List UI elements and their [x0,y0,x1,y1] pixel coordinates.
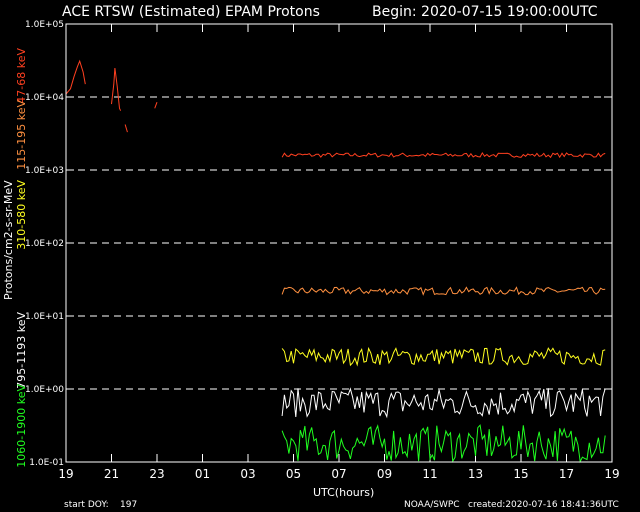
created-label: created:2020-07-16 18:41:36UTC [468,500,619,510]
y-tick-label: 1.0E+04 [25,93,64,103]
x-tick-label: 07 [331,467,346,481]
start-doy-label: start DOY: [64,500,109,510]
chart-begin: Begin: 2020-07-15 19:00:00UTC [372,4,598,20]
series-label: 115-195 keV [15,100,28,170]
series-label: 310-580 keV [15,180,28,250]
x-tick-label: 19 [58,467,73,481]
x-tick-label: 05 [286,467,301,481]
x-tick-label: 11 [422,467,437,481]
y-tick-label: 1.0E+03 [25,166,64,176]
x-tick-label: 23 [149,467,164,481]
y-tick-label: 1.0E+05 [25,20,64,30]
y-tick-label: 1.0E-01 [29,458,64,468]
series-fragment [124,124,128,133]
x-tick-label: 03 [240,467,255,481]
series-line [281,151,606,159]
source-label: NOAA/SWPC [404,500,460,510]
series-line [281,286,606,296]
series-lines [65,59,606,464]
y-tick-label: 1.0E+02 [25,239,64,249]
y-axis-label: Protons/cm2-s-sr-MeV [2,180,15,300]
chart-title: ACE RTSW (Estimated) EPAM Protons [62,4,320,20]
x-tick-label: 01 [195,467,210,481]
series-fragment [154,101,158,109]
x-tick-label: 19 [604,467,619,481]
grid [65,23,613,463]
plot-frame [65,23,613,463]
x-tick-label: 13 [468,467,483,481]
x-tick-label: 21 [104,467,119,481]
start-doy-value: 197 [120,500,137,510]
series-line [281,346,606,367]
y-tick-label: 1.0E+01 [25,312,64,322]
x-tick-label: 09 [377,467,392,481]
x-axis-label: UTC(hours) [313,486,374,499]
x-tick-labels: 19 21 23 01 03 05 07 09 11 13 15 17 19 [58,467,619,481]
y-tick-labels: 1.0E-01 1.0E+00 1.0E+01 1.0E+02 1.0E+03 1.0E+… [25,20,64,468]
series-line [281,424,606,464]
series-label: 47-68 keV [15,48,28,104]
series-label: 1060-1900 keV [15,384,28,468]
x-tick-label: 15 [513,467,528,481]
series-line-early [111,67,122,111]
series-line-early [65,59,86,95]
y-tick-label: 1.0E+00 [25,385,64,395]
x-tick-label: 17 [559,467,574,481]
series-label: 795-1193 keV [15,312,28,389]
series-line [281,387,606,419]
